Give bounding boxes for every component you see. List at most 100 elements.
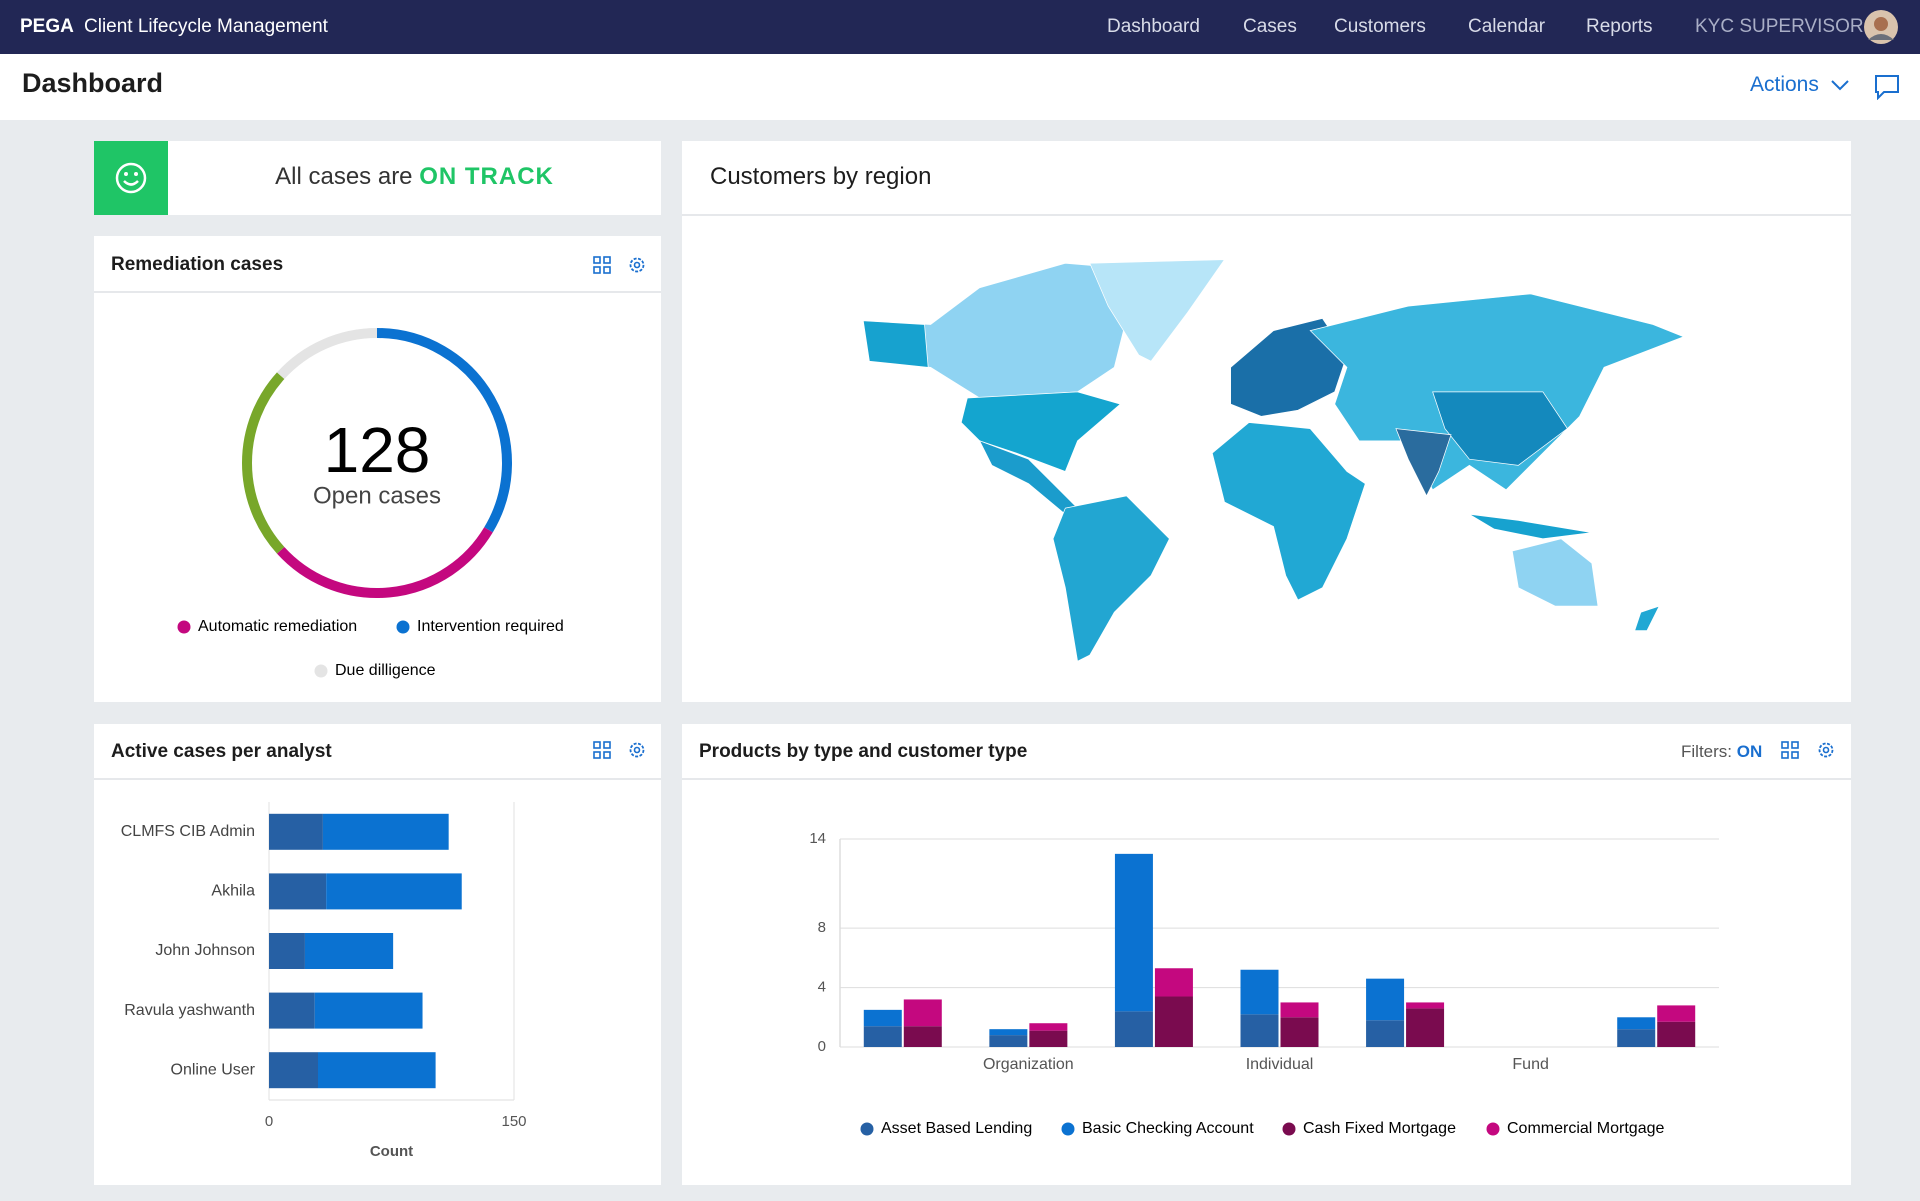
app-name: Client Lifecycle Management <box>84 16 328 37</box>
bar <box>1617 1029 1656 1047</box>
bar <box>903 1026 942 1047</box>
region <box>862 320 929 368</box>
legend-label: Intervention required <box>417 618 564 635</box>
nav-link[interactable]: Calendar <box>1468 16 1546 37</box>
divider <box>682 778 1851 780</box>
nav-link[interactable]: Cases <box>1243 16 1297 37</box>
bar <box>269 873 327 910</box>
chevron <box>1831 80 1849 91</box>
bar <box>1366 978 1405 1021</box>
bar <box>1029 1023 1068 1031</box>
y-tick-label: 8 <box>818 919 826 936</box>
bar <box>1657 1005 1696 1022</box>
bar <box>1240 969 1279 1015</box>
page-header: Dashboard Actions <box>0 54 1920 120</box>
settings-icon[interactable] <box>629 257 645 273</box>
bar <box>326 873 462 910</box>
divider <box>94 291 661 293</box>
x-axis-label: Count <box>370 1143 413 1160</box>
status-message: All cases are ON TRACK <box>168 163 661 191</box>
x-tick-label: 0 <box>265 1113 273 1130</box>
bar <box>318 1052 436 1089</box>
bar <box>1406 1008 1445 1047</box>
chat-icon[interactable] <box>1874 74 1900 100</box>
region <box>1230 317 1348 417</box>
status-icon <box>94 141 168 215</box>
panel-title: Active cases per analyst <box>111 741 332 762</box>
legend-label: Basic Checking Account <box>1082 1120 1254 1137</box>
total-label: Open cases <box>313 482 441 509</box>
bar <box>269 933 305 969</box>
settings-icon[interactable] <box>629 742 645 758</box>
x-tick-label: Organization <box>983 1056 1074 1073</box>
brand[interactable]: PEGA <box>20 16 74 37</box>
region <box>1511 538 1599 607</box>
panel-title: Remediation cases <box>111 254 284 275</box>
y-tick-label: Ravula yashwanth <box>124 1002 255 1019</box>
region <box>1634 605 1660 631</box>
bar <box>1617 1017 1656 1030</box>
region <box>1211 422 1366 601</box>
avatar[interactable] <box>1864 10 1898 44</box>
status-panel: All cases are ON TRACK <box>94 141 661 215</box>
legend-swatch <box>314 664 328 678</box>
divider <box>682 214 1851 216</box>
grid-icon[interactable] <box>593 256 611 274</box>
user-name[interactable]: KYC SUPERVISOR <box>1695 16 1864 37</box>
region <box>1432 391 1568 466</box>
y-tick-label: Akhila <box>211 883 255 900</box>
y-tick-label: John Johnson <box>155 942 255 959</box>
bar <box>322 813 449 850</box>
world-map <box>862 259 1685 662</box>
page-title: Dashboard <box>22 68 164 98</box>
donut-segment <box>376 328 512 533</box>
bar <box>863 1026 902 1047</box>
legend-swatch <box>1486 1122 1500 1136</box>
donut-segment <box>276 328 378 380</box>
y-tick-label: CLMFS CIB Admin <box>121 823 255 840</box>
bar <box>269 992 315 1029</box>
legend-label: Asset Based Lending <box>881 1120 1032 1137</box>
x-tick-label: Fund <box>1512 1056 1548 1073</box>
bar <box>1240 1014 1279 1047</box>
donut-segment <box>276 527 493 598</box>
panel-title: Products by type and customer type <box>699 741 1028 762</box>
grid-icon[interactable] <box>593 741 611 759</box>
region <box>1089 259 1226 362</box>
settings-icon[interactable] <box>1818 742 1834 758</box>
x-tick-label: Individual <box>1246 1056 1314 1073</box>
legend-label: Commercial Mortgage <box>1507 1120 1664 1137</box>
bar <box>1154 996 1193 1047</box>
panel-title: Customers by region <box>710 163 932 190</box>
legend-label: Due dilligence <box>335 662 436 679</box>
region <box>1395 428 1452 497</box>
bar <box>1280 1017 1319 1047</box>
y-tick-label: Online User <box>171 1061 256 1078</box>
grid-icon[interactable] <box>1781 741 1799 759</box>
total-value: 128 <box>324 414 431 486</box>
legend-swatch <box>177 620 191 634</box>
legend-label: Automatic remediation <box>198 618 357 635</box>
region <box>1052 495 1170 662</box>
nav-link[interactable]: Reports <box>1586 16 1653 37</box>
bar <box>304 933 394 969</box>
actions-menu[interactable]: Actions <box>1750 73 1819 96</box>
donut-segment <box>242 372 285 554</box>
bar <box>1280 1002 1319 1018</box>
nav-link[interactable]: Customers <box>1334 16 1426 37</box>
x-tick-label: 150 <box>501 1113 526 1130</box>
y-tick-label: 14 <box>809 830 826 847</box>
bar <box>989 1035 1028 1047</box>
nav-link[interactable]: Dashboard <box>1107 16 1200 37</box>
nav-bar: PEGA Client Lifecycle Management Dashboa… <box>0 0 1920 54</box>
filters[interactable]: Filters: ON <box>1681 742 1762 762</box>
filters-state: ON <box>1736 742 1763 761</box>
legend-swatch <box>396 620 410 634</box>
region <box>960 391 1122 472</box>
filters-label: Filters: <box>1681 742 1732 761</box>
y-tick-label: 4 <box>818 979 826 996</box>
bar <box>1114 853 1153 1012</box>
bar <box>1154 968 1193 997</box>
bar <box>269 1052 318 1089</box>
